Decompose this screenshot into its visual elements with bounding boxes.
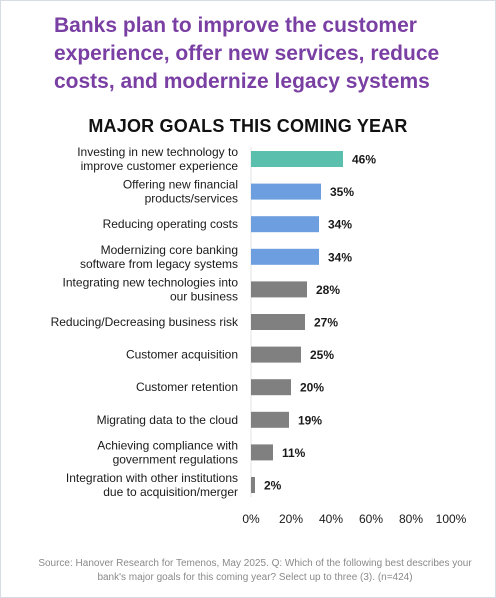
x-tick-label: 100%	[436, 512, 467, 526]
category-label: Integration with other institutions due t…	[66, 471, 238, 499]
bar	[251, 477, 255, 493]
x-tick-label: 60%	[359, 512, 383, 526]
x-tick-label: 80%	[399, 512, 423, 526]
category-label: Migrating data to the cloud	[97, 413, 238, 427]
category-label: Achieving compliance with government regu…	[97, 438, 238, 466]
data-label: 34%	[328, 218, 352, 232]
bar	[251, 444, 273, 461]
data-label: 46%	[352, 153, 376, 167]
category-label: Reducing operating costs	[103, 217, 238, 231]
category-label: Modernizing core banking software from le…	[80, 243, 238, 271]
bar	[251, 248, 319, 265]
chart-title: MAJOR GOALS THIS COMING YEAR	[88, 116, 408, 136]
x-tick-label: 40%	[319, 512, 343, 526]
source-note: Source: Hanover Research for Temenos, Ma…	[38, 558, 472, 583]
headline: Banks plan to improve the customer exper…	[54, 14, 440, 93]
bar	[251, 346, 301, 363]
data-label: 27%	[314, 316, 338, 330]
x-tick-label: 0%	[242, 512, 260, 526]
bar	[251, 216, 319, 233]
data-label: 25%	[310, 348, 334, 362]
category-label: Investing in new technology to improve cu…	[77, 145, 238, 173]
x-tick-label: 20%	[279, 512, 303, 526]
bar	[251, 281, 307, 298]
category-label: Customer retention	[136, 380, 238, 394]
bar	[251, 379, 291, 396]
data-label: 20%	[300, 381, 324, 395]
data-label: 35%	[330, 185, 354, 199]
data-label: 19%	[298, 413, 322, 427]
bar	[251, 183, 321, 200]
category-label: Integrating new technologies into our bus…	[63, 275, 239, 303]
data-label: 28%	[316, 283, 340, 297]
data-label: 11%	[282, 446, 306, 460]
bar	[251, 314, 305, 330]
category-label: Reducing/Decreasing business risk	[51, 315, 239, 329]
data-label: 34%	[328, 250, 352, 264]
bar	[251, 151, 343, 167]
category-label: Customer acquisition	[126, 348, 238, 362]
bar	[251, 411, 289, 428]
category-label: Offering new financial products/services	[123, 178, 238, 206]
data-label: 2%	[264, 479, 282, 493]
